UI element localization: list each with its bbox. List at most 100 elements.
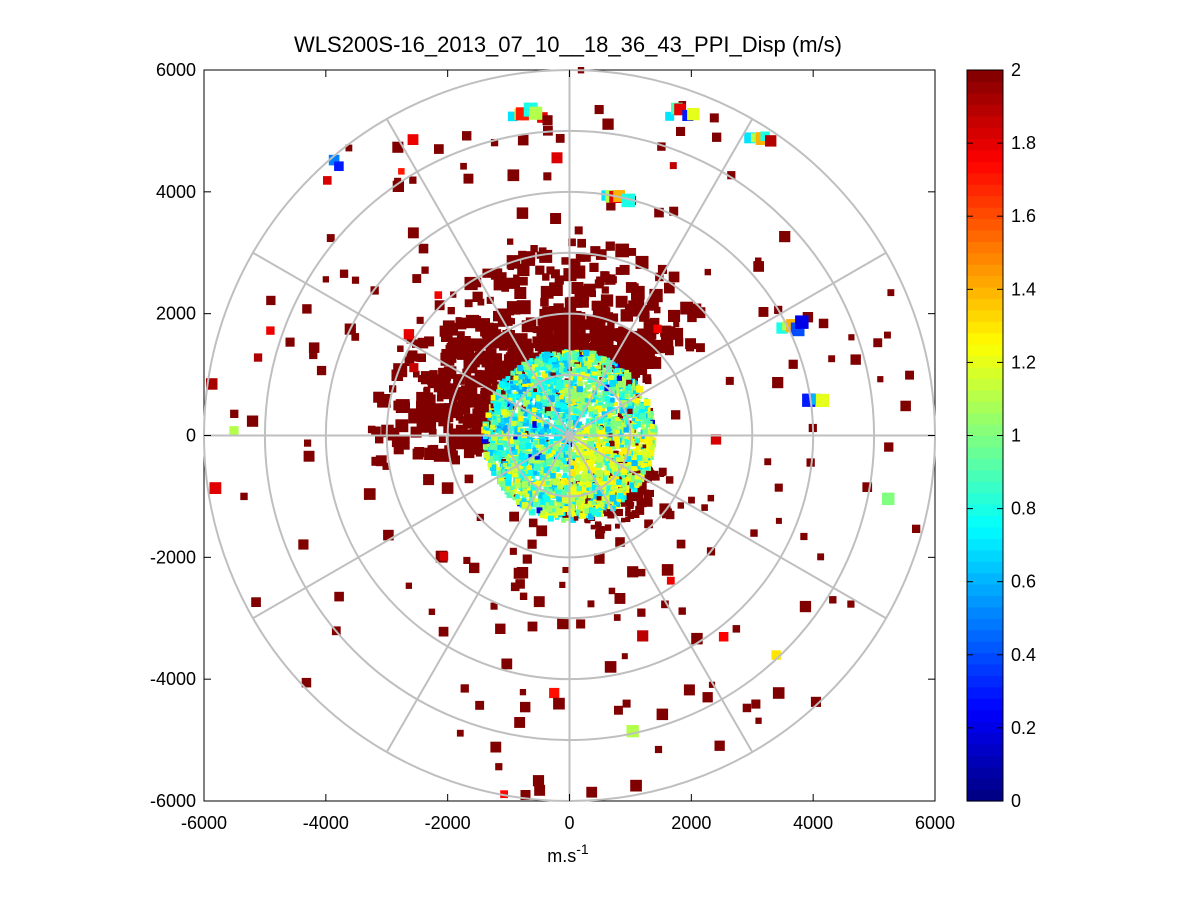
scan-cell <box>573 408 579 414</box>
scan-cell <box>799 600 812 613</box>
scan-cell <box>503 441 510 448</box>
scan-cell <box>615 537 625 547</box>
scan-cell <box>561 428 567 433</box>
scan-cell <box>494 409 500 415</box>
scan-cell <box>577 505 584 512</box>
scan-cell <box>424 421 437 433</box>
scan-cell <box>512 496 517 501</box>
scan-cell <box>505 382 511 389</box>
scan-cell <box>505 352 512 359</box>
scan-cell <box>628 451 632 455</box>
scan-cell <box>600 505 605 510</box>
x-tick-label: -2000 <box>425 813 471 833</box>
scan-cell <box>573 339 581 347</box>
scan-cell <box>553 505 560 513</box>
scan-cell <box>596 495 602 501</box>
scan-cell <box>462 131 472 141</box>
scan-cell <box>518 377 525 384</box>
scan-cell <box>528 518 538 528</box>
scan-cell <box>552 431 556 435</box>
scan-cell <box>538 492 545 499</box>
scan-cell <box>674 338 684 347</box>
colorbar-tick-label: 0.8 <box>1011 499 1036 519</box>
scan-cell <box>572 378 577 383</box>
scan-cell <box>519 689 527 696</box>
scan-cell <box>510 426 514 430</box>
scan-cell <box>588 501 593 506</box>
scan-cell <box>587 513 595 520</box>
scan-cell <box>545 334 555 344</box>
scan-cell <box>543 466 551 473</box>
scan-cell <box>498 466 503 471</box>
scan-cell <box>614 391 620 397</box>
scan-cell <box>588 456 595 463</box>
scan-cell <box>407 134 419 145</box>
scan-cell <box>521 501 529 509</box>
scan-cell <box>779 231 791 243</box>
scan-cell <box>441 349 452 360</box>
scan-cell <box>511 470 519 478</box>
scan-cell <box>416 316 424 324</box>
scan-cell <box>641 502 647 508</box>
scan-cell <box>657 142 666 151</box>
scan-cell <box>500 405 507 412</box>
scan-cell <box>526 493 530 498</box>
scan-cell <box>596 512 601 517</box>
scan-cell <box>556 352 561 357</box>
scan-cell <box>535 343 543 352</box>
scan-cell <box>518 303 526 311</box>
colorbar-swatch <box>967 561 1003 574</box>
scan-cell <box>653 474 660 481</box>
scan-cell <box>520 701 531 713</box>
scan-cell <box>532 775 545 787</box>
scan-cell <box>631 485 638 493</box>
scan-cell <box>510 490 515 496</box>
colorbar-swatch <box>967 321 1003 334</box>
scan-cell <box>806 458 815 467</box>
scan-cell <box>536 383 540 387</box>
radial-spoke <box>569 251 887 437</box>
scan-cell <box>513 375 519 381</box>
scan-cell <box>539 454 546 461</box>
scan-cell <box>556 496 562 502</box>
scan-cell <box>496 467 500 471</box>
scan-cell <box>487 462 492 468</box>
scan-cell <box>601 427 606 432</box>
scan-cell <box>533 378 541 386</box>
scan-cell <box>525 475 532 482</box>
scan-cell <box>583 426 590 433</box>
scan-cell <box>515 498 523 505</box>
scan-cell <box>540 505 545 510</box>
colorbar-swatch <box>967 229 1003 242</box>
scan-cell <box>246 415 259 427</box>
y-tick-label: 2000 <box>156 304 196 324</box>
scan-cell <box>514 379 518 384</box>
scan-cell <box>461 401 469 409</box>
scan-cell <box>555 368 562 375</box>
scan-cell <box>649 434 654 439</box>
scan-cell <box>610 461 616 467</box>
scan-cell <box>392 141 404 153</box>
scan-cell <box>490 395 497 401</box>
scan-cell <box>596 393 601 398</box>
scan-cell <box>534 784 546 796</box>
scan-cell <box>534 498 539 502</box>
scan-cell <box>575 421 583 428</box>
scan-cell <box>408 411 420 424</box>
scan-cell <box>496 470 502 475</box>
scan-cell <box>623 427 629 433</box>
scan-cell <box>527 465 532 471</box>
scan-cell <box>648 445 655 452</box>
scan-cell <box>569 369 574 374</box>
scan-cell <box>666 510 675 520</box>
scan-cell <box>563 485 571 492</box>
scan-cell <box>629 347 640 359</box>
scan-cell <box>506 486 510 490</box>
scan-cell <box>603 504 608 509</box>
scan-cell <box>561 444 569 451</box>
scan-cell <box>597 398 602 402</box>
scan-cell <box>637 482 641 487</box>
scan-cell <box>659 503 671 515</box>
scan-cell <box>550 213 562 224</box>
scan-cell <box>584 398 590 403</box>
